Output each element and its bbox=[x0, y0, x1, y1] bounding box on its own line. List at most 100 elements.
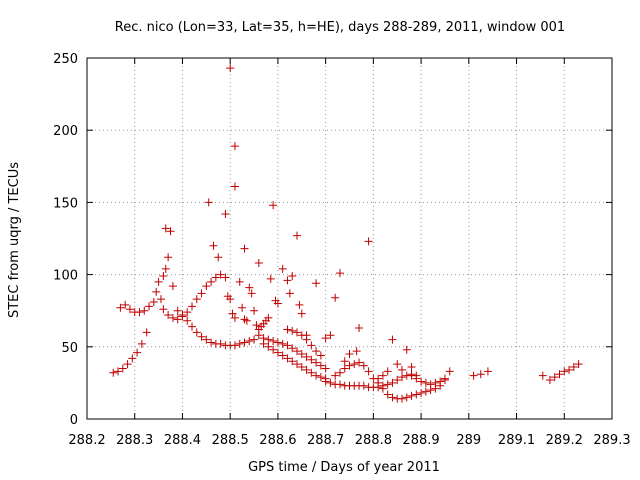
data-point bbox=[183, 308, 192, 317]
data-point bbox=[393, 376, 402, 385]
x-tick-label: 288.4 bbox=[164, 433, 201, 448]
data-point bbox=[417, 377, 426, 386]
data-point bbox=[316, 351, 325, 360]
data-point bbox=[538, 371, 547, 380]
data-point bbox=[297, 350, 306, 359]
y-tick-label: 150 bbox=[53, 196, 78, 211]
data-point bbox=[383, 380, 392, 389]
x-tick-label: 289.2 bbox=[546, 433, 583, 448]
data-point bbox=[388, 335, 397, 344]
data-point bbox=[214, 253, 223, 262]
data-point bbox=[168, 282, 177, 291]
data-point bbox=[388, 393, 397, 402]
data-point bbox=[166, 227, 175, 236]
data-point bbox=[149, 298, 158, 307]
data-point bbox=[407, 363, 416, 372]
data-point bbox=[192, 328, 201, 337]
data-point bbox=[137, 339, 146, 348]
data-point bbox=[383, 367, 392, 376]
data-point bbox=[307, 368, 316, 377]
data-point bbox=[364, 237, 373, 246]
data-point bbox=[307, 341, 316, 350]
data-point bbox=[326, 378, 335, 387]
data-point bbox=[345, 350, 354, 359]
data-point bbox=[293, 328, 301, 337]
data-point bbox=[245, 283, 254, 292]
data-point bbox=[364, 367, 373, 376]
data-point bbox=[312, 347, 321, 356]
data-point bbox=[121, 300, 130, 309]
data-points bbox=[109, 64, 583, 403]
data-point bbox=[288, 326, 297, 335]
data-point bbox=[226, 64, 235, 73]
data-point bbox=[312, 358, 321, 367]
data-point bbox=[209, 241, 218, 250]
data-point bbox=[283, 276, 292, 285]
data-point bbox=[145, 302, 154, 311]
data-point bbox=[316, 361, 325, 370]
data-point bbox=[264, 313, 273, 322]
data-point bbox=[283, 341, 292, 350]
data-point bbox=[574, 360, 583, 369]
data-point bbox=[173, 315, 182, 324]
data-point bbox=[407, 391, 416, 400]
data-point bbox=[393, 360, 402, 369]
data-point bbox=[207, 338, 216, 347]
data-point bbox=[259, 339, 268, 348]
x-tick-label: 288.7 bbox=[307, 433, 344, 448]
data-point bbox=[228, 309, 237, 318]
chart-title: Rec. nico (Lon=33, Lat=35, h=HE), days 2… bbox=[115, 20, 565, 35]
data-point bbox=[161, 264, 170, 273]
data-point bbox=[230, 142, 239, 151]
data-point bbox=[168, 313, 177, 322]
data-point bbox=[436, 377, 445, 386]
data-point bbox=[273, 338, 282, 347]
data-point bbox=[207, 277, 216, 286]
data-point bbox=[398, 373, 406, 382]
data-point bbox=[288, 344, 297, 353]
data-point bbox=[269, 345, 278, 354]
data-point bbox=[240, 244, 249, 253]
data-point bbox=[238, 303, 247, 312]
data-point bbox=[340, 364, 349, 373]
data-point bbox=[283, 325, 292, 334]
data-point bbox=[388, 378, 397, 387]
data-point bbox=[417, 389, 426, 398]
data-point bbox=[398, 394, 406, 403]
data-point bbox=[152, 287, 161, 296]
data-point bbox=[302, 335, 311, 344]
data-point bbox=[335, 380, 344, 389]
x-axis-label: GPS time / Days of year 2011 bbox=[248, 460, 440, 475]
data-point bbox=[355, 324, 364, 333]
data-point bbox=[440, 374, 449, 383]
data-point bbox=[345, 361, 354, 370]
data-point bbox=[421, 378, 430, 387]
x-tick-label: 289.3 bbox=[593, 433, 630, 448]
data-point bbox=[230, 313, 239, 322]
data-point bbox=[335, 368, 344, 377]
data-point bbox=[359, 361, 368, 370]
data-point bbox=[235, 277, 244, 286]
data-point bbox=[352, 347, 361, 356]
data-point bbox=[204, 198, 213, 207]
data-point bbox=[476, 370, 485, 379]
data-point bbox=[550, 373, 559, 382]
data-point bbox=[407, 370, 416, 379]
y-tick-label: 250 bbox=[53, 52, 78, 67]
data-point bbox=[264, 335, 273, 344]
data-point bbox=[118, 364, 127, 373]
data-point bbox=[555, 370, 564, 379]
data-point bbox=[285, 289, 294, 298]
x-tick-label: 288.3 bbox=[116, 433, 153, 448]
x-tick-label: 288.2 bbox=[68, 433, 105, 448]
y-tick-label: 0 bbox=[70, 413, 78, 428]
data-point bbox=[197, 332, 206, 341]
data-point bbox=[269, 201, 278, 210]
x-tick-label: 288.6 bbox=[259, 433, 296, 448]
data-point bbox=[266, 274, 275, 283]
data-point bbox=[133, 348, 142, 357]
data-point bbox=[312, 279, 321, 288]
data-point bbox=[331, 293, 340, 302]
data-point bbox=[273, 348, 282, 357]
